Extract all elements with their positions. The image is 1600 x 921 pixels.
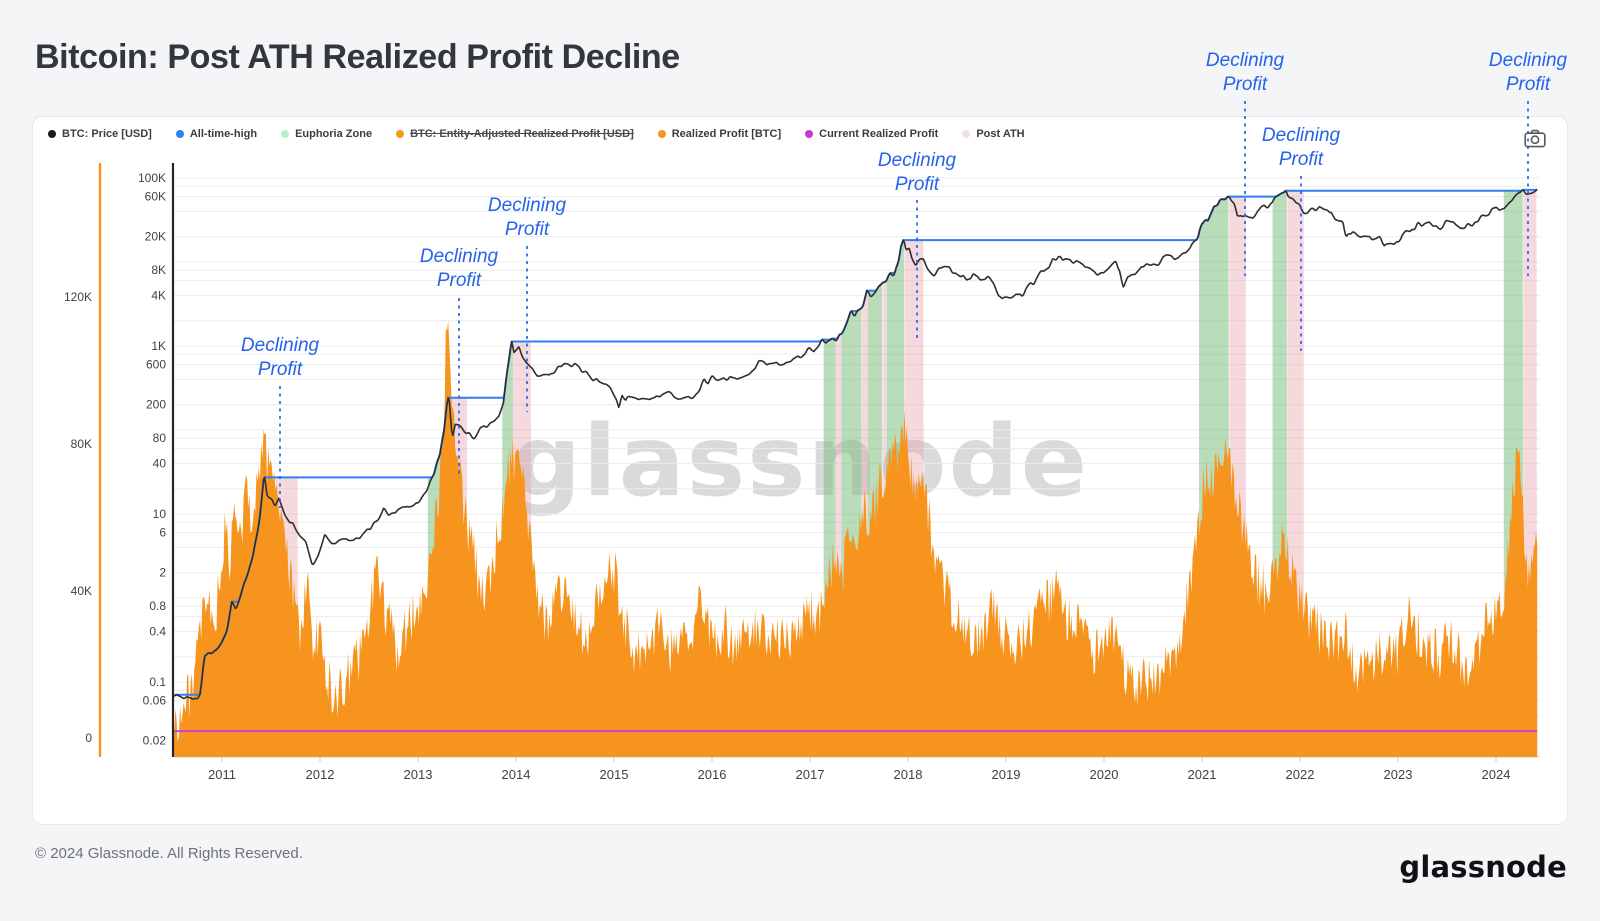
legend-item-current-realized-profit[interactable]: Current Realized Profit <box>805 128 938 140</box>
legend-swatch <box>657 130 666 138</box>
annotation-declining-profit: Declining Profit <box>1205 50 1285 95</box>
legend-label: Realized Profit [BTC] <box>671 128 782 140</box>
legend-label: BTC: Entity-Adjusted Realized Profit [US… <box>410 128 634 140</box>
legend-label: All-time-high <box>189 128 258 140</box>
chart-card <box>32 116 1568 825</box>
legend-label: Euphoria Zone <box>295 128 373 140</box>
legend-swatch <box>396 130 405 138</box>
legend-label: Post ATH <box>976 128 1025 140</box>
legend-item-realized-profit-btc[interactable]: Realized Profit [BTC] <box>657 128 782 140</box>
legend-item-post-ath[interactable]: Post ATH <box>962 128 1025 140</box>
legend-swatch <box>281 130 290 138</box>
legend-label: BTC: Price [USD] <box>62 128 152 140</box>
camera-icon <box>1524 129 1546 148</box>
chart-legend: BTC: Price [USD] All-time-high Euphoria Zo… <box>48 126 1025 142</box>
copyright-text: © 2024 Glassnode. All Rights Reserved. <box>35 845 303 862</box>
legend-swatch <box>175 130 184 138</box>
legend-item-btc-price-usd[interactable]: BTC: Price [USD] <box>48 128 152 140</box>
legend-label: Current Realized Profit <box>819 128 939 140</box>
legend-item-euphoria-zone[interactable]: Euphoria Zone <box>281 128 372 140</box>
legend-item-btc-entity-adjusted-realized-profit-usd[interactable]: BTC: Entity-Adjusted Realized Profit [US… <box>396 128 634 140</box>
annotation-declining-profit: Declining Profit <box>1488 50 1568 95</box>
camera-export-button[interactable] <box>1522 129 1548 151</box>
legend-item-all-time-high[interactable]: All-time-high <box>175 128 258 140</box>
legend-swatch <box>962 130 971 138</box>
legend-swatch <box>48 130 56 138</box>
legend-swatch <box>805 130 814 138</box>
page-title: Bitcoin: Post ATH Realized Profit Declin… <box>35 38 680 76</box>
glassnode-logo: glassnode <box>1399 850 1567 884</box>
